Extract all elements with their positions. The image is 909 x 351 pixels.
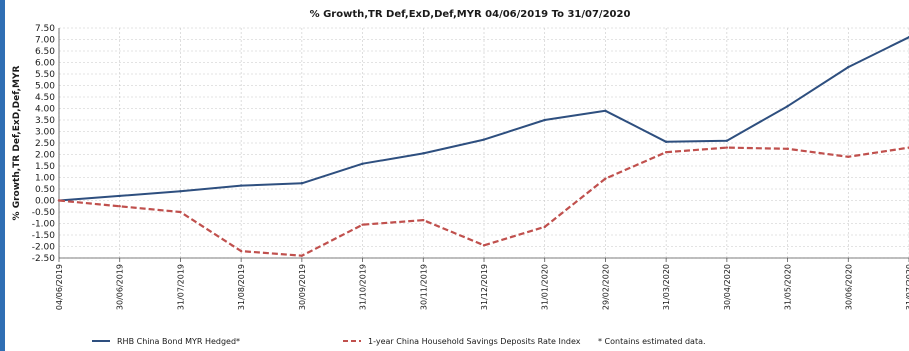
y-tick-label: 6.00	[35, 59, 55, 69]
y-tick-label: -1.00	[32, 220, 56, 230]
window-edge-strip	[0, 0, 5, 351]
data-point-fund	[361, 162, 364, 165]
x-tick-label: 30/11/2019	[419, 264, 428, 310]
data-point-fund	[300, 182, 304, 185]
x-tick-label: 29/02/2020	[601, 264, 610, 310]
x-tick-label: 31/08/2019	[237, 264, 246, 310]
legend-label-fund: RHB China Bond MYR Hedged*	[117, 337, 240, 346]
y-tick-label: 4.50	[35, 93, 55, 103]
data-point-fund	[786, 105, 789, 108]
data-point-benchmark	[300, 254, 304, 257]
x-tick-label: 31/03/2020	[662, 264, 671, 310]
data-point-fund	[543, 118, 546, 122]
y-tick-label: 7.50	[35, 24, 55, 34]
y-tick-label: 5.50	[35, 70, 55, 80]
data-point-fund	[118, 194, 121, 198]
y-tick-label: 6.50	[35, 47, 55, 57]
data-point-benchmark	[847, 155, 850, 158]
data-point-benchmark	[482, 244, 486, 247]
y-axis-label: % Growth,TR Def,ExD,Def,MYR	[12, 65, 22, 220]
data-point-benchmark	[239, 249, 243, 253]
data-point-benchmark	[543, 225, 546, 229]
y-tick-label: -0.50	[32, 208, 56, 218]
y-tick-label: 2.50	[35, 139, 55, 149]
x-tick-label: 31/12/2019	[480, 264, 489, 310]
chart-title: % Growth,TR Def,ExD,Def,MYR 04/06/2019 T…	[310, 9, 631, 20]
x-tick-label: 04/06/2019	[55, 264, 64, 310]
data-point-benchmark	[361, 223, 364, 226]
y-tick-label: 0.00	[35, 197, 55, 207]
x-tick-label: 30/04/2020	[723, 264, 732, 310]
legend-footnote: * Contains estimated data.	[598, 337, 706, 346]
x-tick-label: 31/05/2020	[784, 264, 793, 310]
data-point-benchmark	[664, 151, 668, 154]
data-point-benchmark	[179, 210, 182, 214]
x-tick-label: 31/07/2020	[905, 264, 909, 310]
data-point-fund	[179, 190, 182, 193]
legend-label-benchmark: 1-year China Household Savings Deposits …	[368, 337, 581, 346]
y-tick-label: 7.00	[35, 36, 55, 46]
y-tick-label: 5.00	[35, 82, 55, 92]
x-tick-label: 30/06/2020	[844, 264, 853, 310]
y-tick-label: 1.50	[35, 162, 55, 172]
data-point-fund	[422, 152, 425, 155]
data-point-fund	[847, 65, 850, 69]
y-tick-label: 1.00	[35, 174, 55, 184]
series-layer	[57, 36, 909, 257]
y-tick-label: -1.50	[32, 231, 56, 241]
x-tick-label: 31/10/2019	[359, 264, 368, 310]
data-point-benchmark	[57, 199, 61, 202]
data-point-benchmark	[118, 205, 121, 208]
data-point-fund	[239, 184, 243, 187]
y-tick-label: 3.00	[35, 128, 55, 138]
y-tick-label: 0.50	[35, 185, 55, 195]
axis-layer: 7.50 7.006.50 6.005.50 5.004.50 4.003.50 3.00…	[32, 24, 909, 310]
y-tick-label: 3.50	[35, 116, 55, 126]
data-point-benchmark	[604, 177, 607, 180]
x-tick-label: 31/07/2019	[176, 264, 185, 310]
y-tick-label: -2.00	[32, 243, 56, 253]
data-point-benchmark	[422, 218, 425, 222]
x-tick-label: 30/06/2019	[116, 264, 125, 310]
y-tick-label: -2.50	[32, 254, 56, 264]
y-tick-label: 2.00	[35, 151, 55, 161]
legend: RHB China Bond MYR Hedged* 1-year China …	[92, 337, 706, 346]
grid-layer	[58, 27, 909, 259]
data-point-fund	[482, 138, 486, 141]
data-point-benchmark	[786, 147, 789, 150]
data-point-fund	[725, 139, 729, 142]
series-line-benchmark	[58, 146, 909, 257]
x-tick-label: 30/09/2019	[298, 264, 307, 310]
data-point-benchmark	[725, 146, 729, 149]
x-tick-label: 31/01/2020	[541, 264, 550, 310]
y-tick-label: 4.00	[35, 105, 55, 115]
data-point-fund	[604, 109, 607, 113]
data-point-fund	[664, 140, 668, 144]
